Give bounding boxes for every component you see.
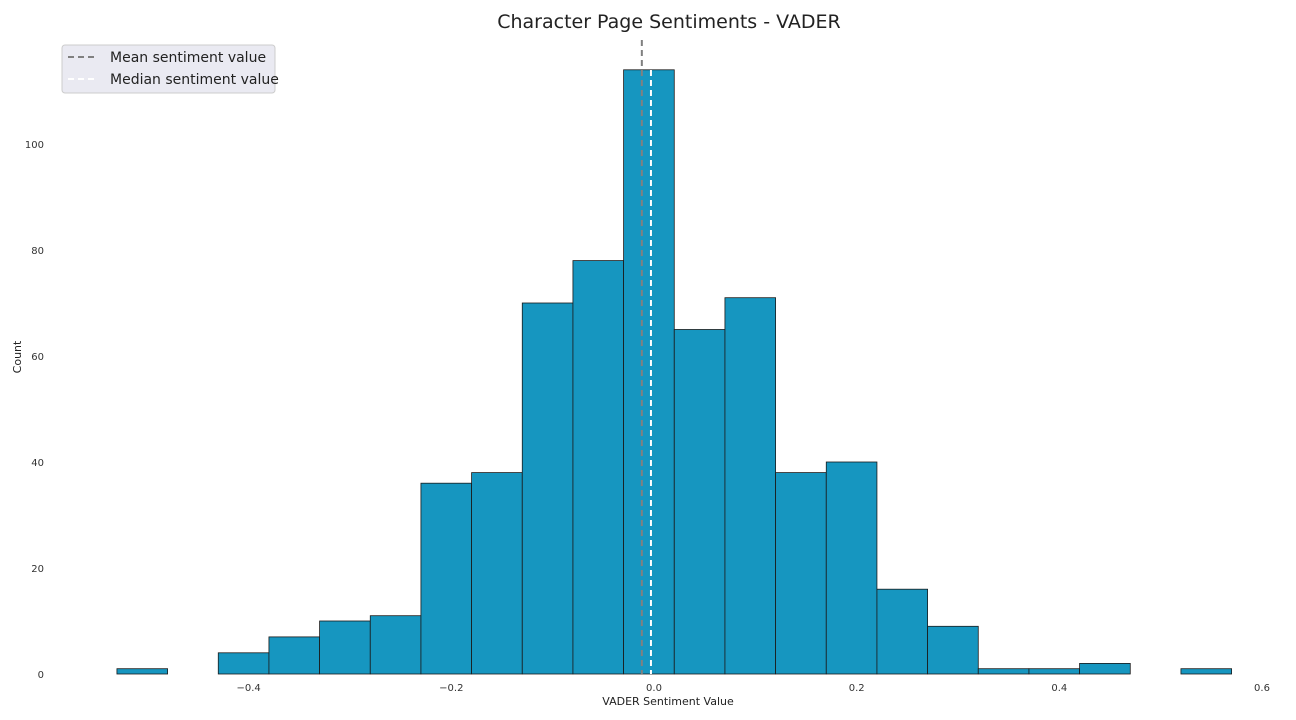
y-tick-labels: 0 20 40 60 80 100: [25, 140, 44, 681]
histogram-bar: [1028, 668, 1081, 675]
chart-title: Character Page Sentiments - VADER: [497, 11, 841, 33]
histogram-bar: [572, 260, 625, 675]
y-tick-label: 80: [31, 246, 44, 257]
x-tick-label: −0.4: [237, 683, 261, 694]
histogram-bar: [217, 652, 270, 675]
bars-group: [116, 69, 1233, 675]
x-tick-labels: −0.4 −0.2 0.0 0.2 0.4 0.6: [237, 683, 1270, 694]
histogram-bar: [471, 472, 523, 675]
histogram-bar: [876, 588, 929, 675]
legend-mean-label: Mean sentiment value: [110, 50, 266, 66]
histogram-bar: [673, 329, 726, 675]
histogram-bar: [775, 472, 827, 675]
histogram-bar: [369, 615, 422, 675]
histogram-bar: [116, 668, 169, 675]
reference-lines: [640, 40, 652, 674]
x-axis-label: VADER Sentiment Value: [602, 695, 734, 708]
legend: Mean sentiment value Median sentiment va…: [61, 44, 279, 94]
x-tick-label: 0.2: [849, 683, 865, 694]
x-tick-label: 0.0: [646, 683, 662, 694]
histogram-bar: [623, 69, 675, 675]
y-tick-label: 20: [31, 564, 44, 575]
histogram-bar: [1079, 663, 1131, 675]
histogram-bar: [977, 668, 1030, 675]
histogram-bar: [319, 620, 371, 675]
y-tick-label: 100: [25, 140, 44, 151]
histogram-bar: [724, 297, 777, 675]
histogram-bar: [521, 302, 574, 675]
x-tick-label: −0.2: [439, 683, 463, 694]
x-tick-label: 0.4: [1051, 683, 1067, 694]
histogram-bar: [1180, 668, 1233, 675]
y-tick-label: 0: [38, 670, 44, 681]
histogram-bar: [927, 625, 979, 675]
histogram-bar: [268, 636, 320, 675]
legend-box: [61, 44, 276, 94]
y-tick-label: 60: [31, 352, 44, 363]
y-tick-label: 40: [31, 458, 44, 469]
histogram-bar: [420, 482, 472, 675]
histogram-bar: [825, 461, 878, 675]
legend-median-label: Median sentiment value: [110, 72, 279, 88]
x-tick-label: 0.6: [1254, 683, 1270, 694]
y-axis-label: Count: [11, 340, 24, 373]
